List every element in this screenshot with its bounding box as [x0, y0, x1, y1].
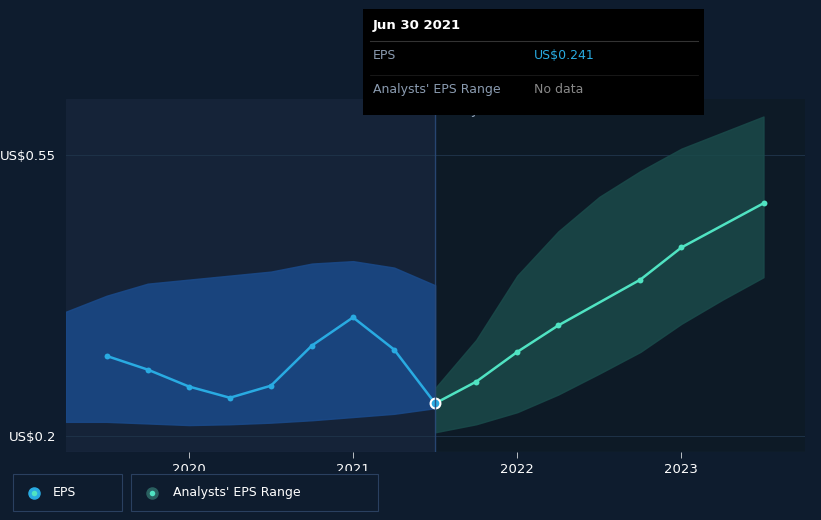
Point — [634, 276, 647, 284]
Point — [100, 352, 113, 360]
Point — [305, 341, 319, 349]
Text: Analysts' EPS Range: Analysts' EPS Range — [373, 83, 501, 97]
Point — [552, 321, 565, 330]
Point — [757, 199, 770, 207]
Bar — [66, 99, 435, 452]
Point — [388, 345, 401, 354]
Bar — [435, 99, 805, 452]
FancyBboxPatch shape — [131, 474, 378, 511]
Point — [264, 382, 277, 390]
Text: US$0.241: US$0.241 — [534, 49, 594, 62]
Point — [470, 378, 483, 386]
Text: Actual: Actual — [381, 103, 430, 117]
Point — [675, 243, 688, 252]
Text: EPS: EPS — [373, 49, 397, 62]
Point — [182, 382, 195, 391]
Text: No data: No data — [534, 83, 583, 97]
Text: Jun 30 2021: Jun 30 2021 — [373, 19, 461, 32]
Point — [141, 366, 154, 374]
Text: EPS: EPS — [53, 486, 76, 499]
Point — [429, 399, 442, 408]
Point — [223, 394, 236, 402]
Point — [511, 348, 524, 356]
Text: Analysts Forecasts: Analysts Forecasts — [440, 103, 569, 117]
Point — [429, 399, 442, 408]
Point — [346, 313, 360, 321]
Point — [429, 399, 442, 408]
Text: Analysts' EPS Range: Analysts' EPS Range — [173, 486, 300, 499]
FancyBboxPatch shape — [13, 474, 122, 511]
